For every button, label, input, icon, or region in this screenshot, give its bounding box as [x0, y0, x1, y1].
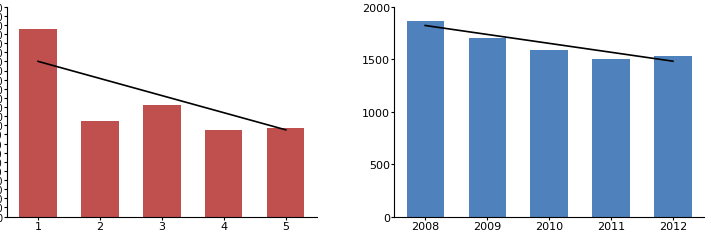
- Bar: [592, 60, 629, 217]
- Bar: [19, 30, 57, 217]
- Bar: [144, 105, 181, 217]
- Bar: [205, 130, 242, 217]
- Bar: [469, 39, 506, 217]
- Bar: [267, 128, 304, 217]
- Bar: [654, 57, 692, 217]
- Bar: [82, 121, 119, 217]
- Bar: [530, 50, 567, 217]
- Bar: [407, 22, 444, 217]
